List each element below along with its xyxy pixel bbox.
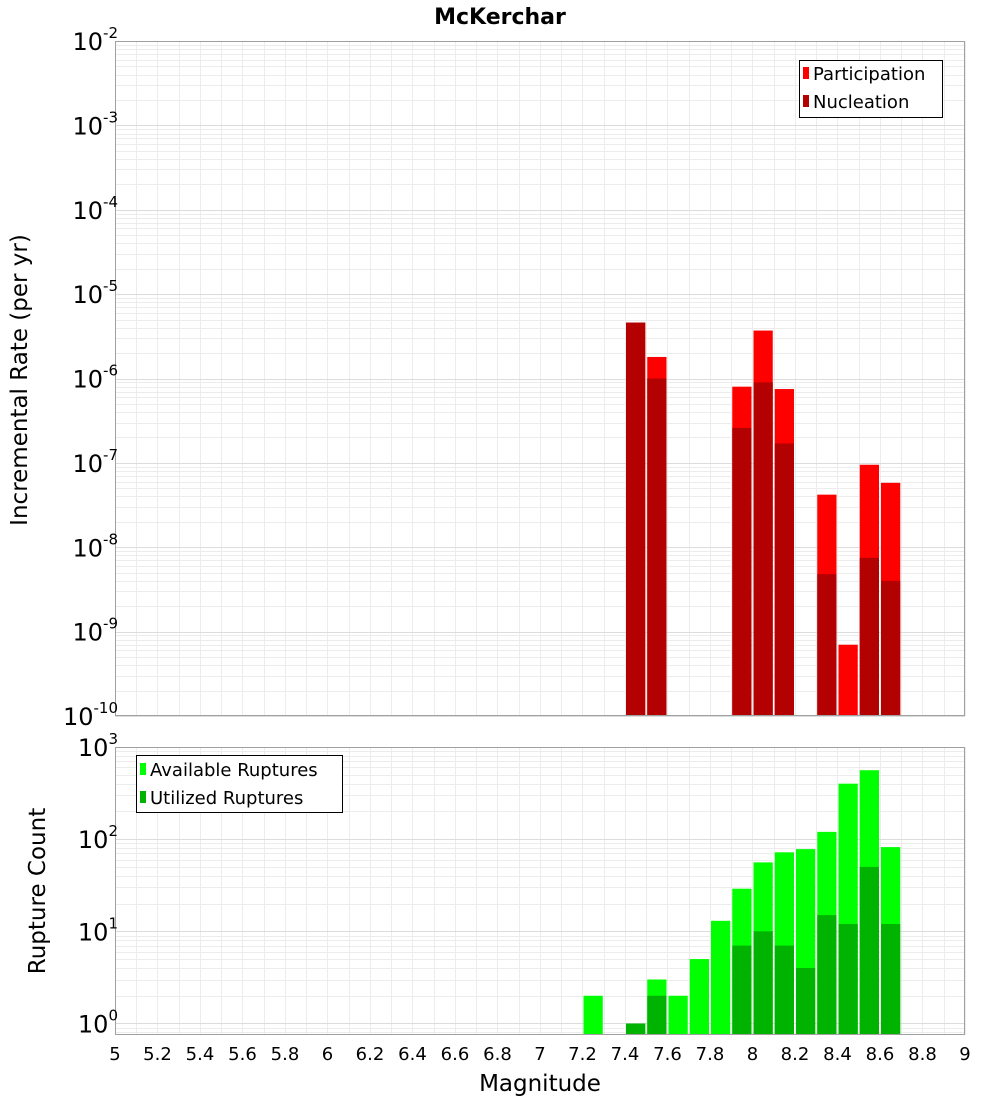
rate-y-tick-label: 10-5 [72,277,118,309]
rate-bars [626,322,901,716]
legend-swatch-utilized [140,791,146,803]
legend-swatch-participation [803,67,809,79]
rate-y-tick-label: 10-2 [72,24,118,56]
count-y-axis-label: Rupture Count [25,808,51,974]
rate-legend-box [799,60,943,118]
utilized-ruptures-bar [774,945,794,1035]
rate-y-tick-label: 10-8 [72,530,118,562]
legend-label-nucleation: Nucleation [813,92,909,113]
rate-y-tick-label: 10-4 [72,193,118,225]
utilized-ruptures-bar [626,1023,646,1035]
x-tick-label: 8 [747,1044,758,1065]
rate-plot-border [115,41,965,716]
rate-y-tick-label: 10-10 [63,699,118,731]
x-tick-label: 8.6 [866,1044,895,1065]
utilized-ruptures-bar [753,931,773,1035]
nucleation-bar [774,443,794,716]
nucleation-bar [817,574,837,716]
x-tick-label: 6.6 [441,1044,470,1065]
count-y-ticks: 100 101 102 103 [78,730,118,1039]
count-y-tick-label: 100 [78,1007,118,1039]
utilized-ruptures-bar [881,924,901,1035]
rate-legend: Participation Nucleation [799,60,943,118]
x-tick-label: 6.8 [483,1044,512,1065]
count-panel: 100 101 102 103 5 5.2 5.4 5.6 5.8 6 6.2 6.4 6.6 6.8 7… [25,730,971,1097]
x-tick-label: 7.8 [696,1044,725,1065]
rate-y-axis-label: Incremental Rate (per yr) [7,234,33,526]
count-y-tick-label: 103 [78,730,118,762]
available-ruptures-bar [583,995,603,1035]
participation-bar [838,644,858,716]
nucleation-bar [732,427,752,716]
x-tick-label: 7.6 [653,1044,682,1065]
x-tick-label: 8.2 [781,1044,810,1065]
utilized-ruptures-bar [817,915,837,1035]
x-tick-label: 8.8 [908,1044,937,1065]
x-tick-label: 6.4 [398,1044,427,1065]
legend-label-participation: Participation [813,64,925,85]
count-legend: Available Ruptures Utilized Ruptures [136,755,343,813]
x-tick-label: 6 [322,1044,333,1065]
rate-panel: 10-10 10-9 10-8 10-7 10-6 10-5 10-4 10-3 10-2 In… [7,24,966,731]
nucleation-bar [626,322,646,716]
rate-gridlines [115,41,966,717]
x-tick-label: 5 [109,1044,120,1065]
chart-title: McKerchar [434,5,566,30]
count-bars [583,770,901,1035]
x-tick-label: 5.4 [186,1044,215,1065]
rate-y-tick-label: 10-3 [72,108,118,140]
x-tick-label: 6.2 [356,1044,385,1065]
legend-swatch-nucleation [803,95,809,107]
x-tick-label: 7.4 [611,1044,640,1065]
rate-y-ticks: 10-10 10-9 10-8 10-7 10-6 10-5 10-4 10-3 10-2 [63,24,118,731]
available-ruptures-bar [668,995,688,1035]
rate-y-tick-label: 10-7 [72,446,118,478]
x-tick-label: 7 [534,1044,545,1065]
utilized-ruptures-bar [859,866,879,1035]
count-plot-border [115,747,965,1035]
x-ticks: 5 5.2 5.4 5.6 5.8 6 6.2 6.4 6.6 6.8 7 7.2 7.4 7.6 7.8 8… [109,1044,970,1065]
x-tick-label: 5.2 [143,1044,172,1065]
nucleation-bar [647,378,667,716]
nucleation-bar [881,580,901,716]
legend-label-utilized: Utilized Ruptures [150,788,303,809]
available-ruptures-bar [689,959,709,1035]
count-y-tick-label: 102 [78,822,118,854]
nucleation-bar [859,557,879,716]
nucleation-bar [753,382,773,716]
legend-label-available: Available Ruptures [150,760,318,781]
x-tick-label: 8.4 [823,1044,852,1065]
legend-swatch-available [140,763,146,775]
x-tick-label: 5.6 [228,1044,257,1065]
count-y-tick-label: 101 [78,914,118,946]
x-tick-label: 9 [959,1044,970,1065]
utilized-ruptures-bar [732,945,752,1035]
utilized-ruptures-bar [647,995,667,1035]
x-tick-label: 5.8 [271,1044,300,1065]
count-legend-box [136,755,343,813]
x-tick-label: 7.2 [568,1044,597,1065]
utilized-ruptures-bar [838,924,858,1035]
rate-y-tick-label: 10-6 [72,362,118,394]
rate-y-tick-label: 10-9 [72,615,118,647]
utilized-ruptures-bar [796,968,816,1035]
x-axis-label: Magnitude [479,1071,601,1097]
available-ruptures-bar [711,920,731,1035]
